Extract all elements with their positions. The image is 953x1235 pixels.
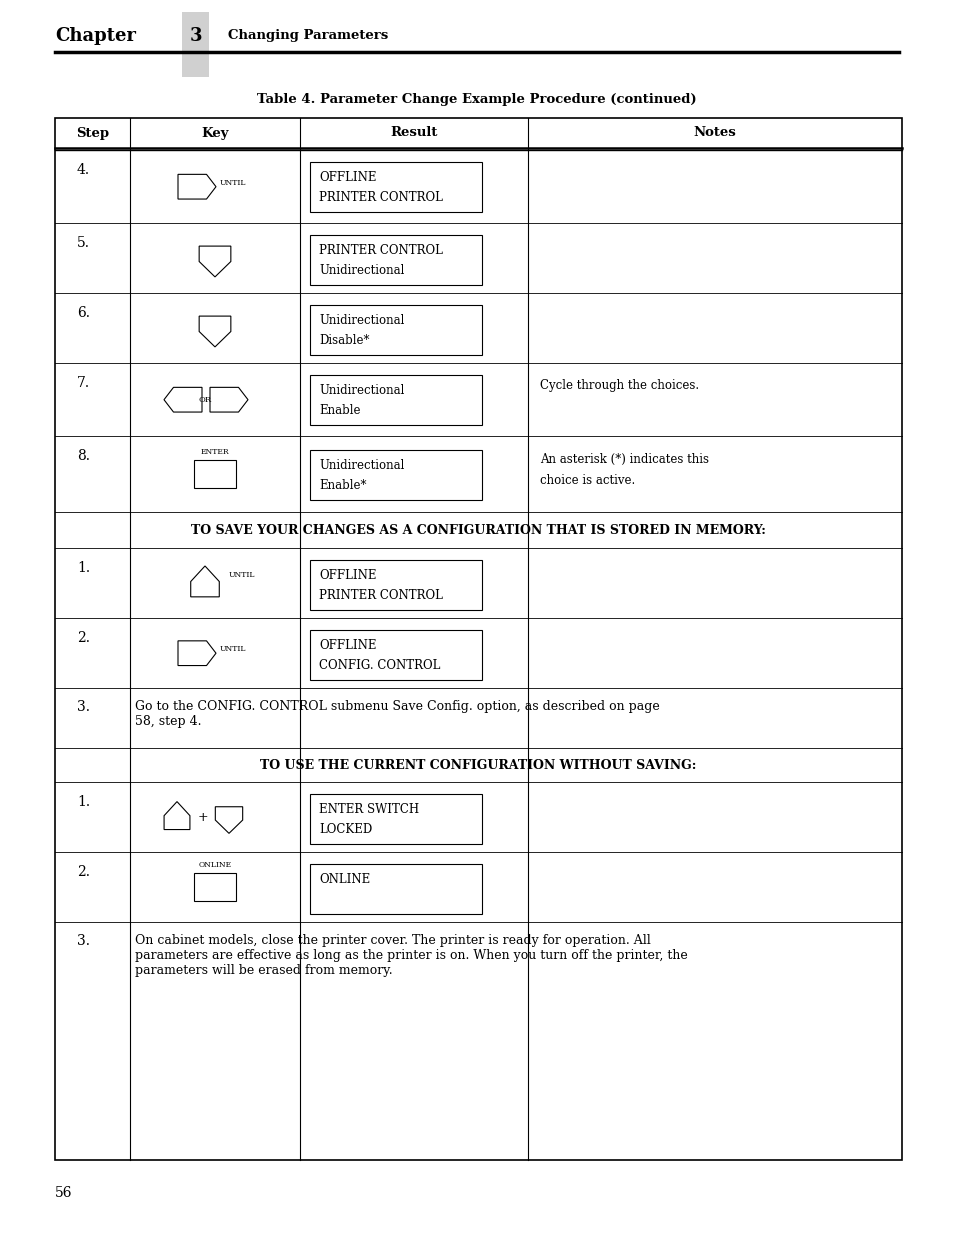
- Text: PRINTER CONTROL: PRINTER CONTROL: [318, 245, 442, 257]
- Polygon shape: [164, 802, 190, 830]
- Polygon shape: [199, 316, 231, 347]
- Text: Step: Step: [76, 126, 109, 140]
- Bar: [310, 794, 481, 845]
- Text: 3: 3: [190, 27, 202, 44]
- Text: On cabinet models, close the printer cover. The printer is ready for operation. : On cabinet models, close the printer cov…: [135, 934, 687, 977]
- Bar: [310, 561, 481, 610]
- Text: 2.: 2.: [77, 631, 90, 645]
- Text: TO USE THE CURRENT CONFIGURATION WITHOUT SAVING:: TO USE THE CURRENT CONFIGURATION WITHOUT…: [260, 758, 696, 772]
- Bar: [182, 12, 209, 77]
- Text: 7.: 7.: [77, 377, 90, 390]
- Text: 56: 56: [55, 1186, 72, 1200]
- Bar: [193, 873, 235, 902]
- Text: Notes: Notes: [693, 126, 736, 140]
- Text: Unidirectional: Unidirectional: [318, 314, 404, 327]
- Text: TO SAVE YOUR CHANGES AS A CONFIGURATION THAT IS STORED IN MEMORY:: TO SAVE YOUR CHANGES AS A CONFIGURATION …: [191, 524, 765, 537]
- Text: 1.: 1.: [77, 561, 90, 576]
- Text: UNTIL: UNTIL: [220, 179, 246, 186]
- Polygon shape: [191, 566, 219, 597]
- Text: PRINTER CONTROL: PRINTER CONTROL: [318, 191, 442, 204]
- Text: Changing Parameters: Changing Parameters: [228, 30, 388, 42]
- Text: Unidirectional: Unidirectional: [318, 264, 404, 277]
- Polygon shape: [164, 388, 202, 412]
- Text: Key: Key: [201, 126, 229, 140]
- Text: Table 4. Parameter Change Example Procedure (continued): Table 4. Parameter Change Example Proced…: [257, 94, 696, 106]
- Text: ENTER: ENTER: [200, 448, 229, 456]
- Polygon shape: [210, 388, 248, 412]
- Text: 8.: 8.: [77, 450, 90, 463]
- Text: 1.: 1.: [77, 795, 90, 809]
- Text: 3.: 3.: [77, 700, 90, 714]
- Text: 6.: 6.: [77, 306, 90, 320]
- Bar: [310, 630, 481, 680]
- Bar: [55, 119, 901, 1160]
- Bar: [310, 305, 481, 356]
- Text: OR: OR: [198, 395, 212, 404]
- Text: OFFLINE: OFFLINE: [318, 640, 376, 652]
- Text: LOCKED: LOCKED: [318, 824, 372, 836]
- Polygon shape: [215, 806, 242, 834]
- Bar: [310, 864, 481, 914]
- Polygon shape: [178, 174, 215, 199]
- Bar: [310, 375, 481, 425]
- Text: 2.: 2.: [77, 866, 90, 879]
- Text: 5.: 5.: [77, 236, 90, 251]
- Text: ONLINE: ONLINE: [198, 861, 232, 869]
- Text: choice is active.: choice is active.: [539, 474, 635, 487]
- Polygon shape: [199, 246, 231, 277]
- Bar: [310, 451, 481, 500]
- Text: Cycle through the choices.: Cycle through the choices.: [539, 379, 699, 393]
- Text: ENTER SWITCH: ENTER SWITCH: [318, 803, 418, 816]
- Text: 3.: 3.: [77, 934, 90, 948]
- Text: Enable: Enable: [318, 404, 360, 417]
- Text: +: +: [197, 810, 208, 824]
- Bar: [193, 461, 235, 488]
- Bar: [310, 162, 481, 212]
- Text: ONLINE: ONLINE: [318, 873, 370, 887]
- Text: Enable*: Enable*: [318, 479, 366, 493]
- Text: Go to the CONFIG. CONTROL submenu Save Config. option, as described on page
58, : Go to the CONFIG. CONTROL submenu Save C…: [135, 700, 659, 729]
- Text: An asterisk (*) indicates this: An asterisk (*) indicates this: [539, 453, 708, 466]
- Text: 4.: 4.: [77, 163, 90, 177]
- Text: UNTIL: UNTIL: [220, 645, 246, 653]
- Text: UNTIL: UNTIL: [229, 572, 255, 579]
- Text: Result: Result: [390, 126, 437, 140]
- Bar: [310, 235, 481, 285]
- Text: CONFIG. CONTROL: CONFIG. CONTROL: [318, 659, 440, 672]
- Polygon shape: [178, 641, 215, 666]
- Text: Unidirectional: Unidirectional: [318, 459, 404, 472]
- Text: PRINTER CONTROL: PRINTER CONTROL: [318, 589, 442, 603]
- Text: OFFLINE: OFFLINE: [318, 569, 376, 582]
- Text: OFFLINE: OFFLINE: [318, 172, 376, 184]
- Text: Disable*: Disable*: [318, 335, 369, 347]
- Text: Chapter: Chapter: [55, 27, 136, 44]
- Text: Unidirectional: Unidirectional: [318, 384, 404, 398]
